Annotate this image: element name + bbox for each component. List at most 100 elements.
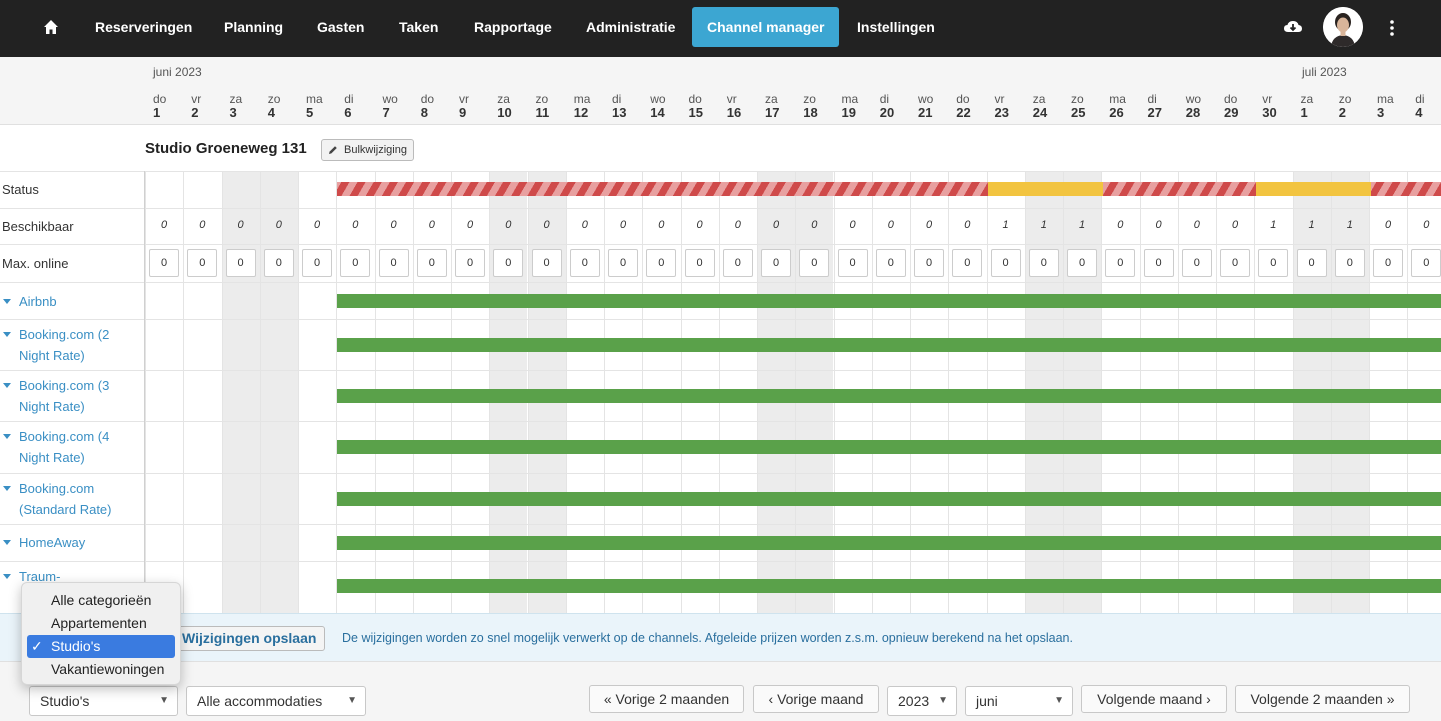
day-weekday: zo [1071, 92, 1084, 106]
day-weekday: wo [382, 92, 398, 106]
category-select-value: Studio's [40, 693, 90, 709]
day-weekday: di [1415, 92, 1425, 106]
accommodation-select[interactable]: Alle accommodaties ▼ [186, 686, 366, 716]
nav-administratie[interactable]: Administratie [586, 19, 676, 35]
nav-reserveringen[interactable]: Reserveringen [95, 19, 193, 35]
max-online-input[interactable]: 0 [1373, 249, 1403, 277]
bulk-edit-button[interactable]: Bulkwijziging [321, 139, 414, 161]
month-label-july: juli 2023 [1302, 65, 1347, 79]
availability-grid: Studio Groeneweg 131 Bulkwijziging Statu… [0, 126, 1441, 613]
day-weekday: ma [573, 92, 591, 106]
max-online-input[interactable]: 0 [149, 249, 179, 277]
max-online-input[interactable]: 0 [531, 249, 562, 277]
max-online-input[interactable]: 0 [340, 249, 371, 277]
home-icon[interactable] [43, 7, 59, 47]
dropdown-option-holiday-homes[interactable]: Vakantiewoningen [27, 658, 175, 681]
year-select[interactable]: 2023 ▼ [887, 686, 957, 716]
avatar[interactable] [1323, 7, 1363, 47]
day-weekday: do [688, 92, 702, 106]
save-changes-button[interactable]: Wijzigingen opslaan [173, 626, 326, 651]
max-online-input[interactable]: 0 [225, 249, 256, 277]
max-online-input[interactable]: 0 [608, 249, 638, 277]
channel-toggle[interactable]: HomeAway [2, 532, 85, 553]
next-2-months-button[interactable]: Volgende 2 maanden » [1235, 685, 1410, 713]
dropdown-option-apartments[interactable]: Appartementen [27, 612, 175, 635]
day-header: do 29 [1224, 92, 1262, 120]
availability-value: 0 [1117, 219, 1124, 231]
max-online-input[interactable]: 0 [569, 249, 600, 277]
max-online-input[interactable]: 0 [1028, 249, 1059, 277]
max-online-input[interactable]: 0 [1105, 249, 1136, 277]
cloud-download-icon[interactable] [1283, 17, 1305, 39]
max-online-input[interactable]: 0 [1258, 249, 1289, 277]
max-online-input[interactable]: 0 [416, 249, 447, 277]
max-online-input[interactable]: 0 [990, 249, 1021, 277]
weekend-column [221, 171, 260, 613]
nav-rapportage[interactable]: Rapportage [474, 19, 552, 35]
day-header: ma 19 [842, 92, 880, 120]
max-online-input[interactable]: 0 [263, 249, 294, 277]
channel-toggle[interactable]: Airbnb [2, 291, 57, 312]
day-header: zo 11 [536, 92, 574, 120]
grid-row-line [0, 208, 1441, 209]
accommodation-select-value: Alle accommodaties [197, 693, 323, 709]
channel-toggle[interactable]: Booking.com (4 Night Rate) [2, 426, 109, 468]
day-header: zo 18 [803, 92, 841, 120]
max-online-input[interactable]: 0 [646, 249, 677, 277]
channel-toggle[interactable]: Traum- [2, 566, 60, 587]
max-online-input[interactable]: 0 [914, 249, 944, 277]
day-header: za 10 [497, 92, 535, 120]
nav-instellingen[interactable]: Instellingen [857, 19, 935, 35]
dropdown-option-all[interactable]: Alle categorieën [27, 589, 175, 612]
day-weekday: zo [803, 92, 816, 106]
channel-toggle[interactable]: Booking.com (2 Night Rate) [2, 324, 109, 366]
prev-month-button[interactable]: ‹ Vorige maand [753, 685, 879, 713]
availability-value: 0 [581, 219, 588, 231]
channel-toggle[interactable]: Booking.com (Standard Rate) [2, 478, 112, 520]
max-online-input[interactable]: 0 [1411, 249, 1441, 277]
grid-row-line [0, 244, 1441, 245]
max-online-input[interactable]: 0 [1296, 249, 1327, 277]
more-menu-icon[interactable] [1384, 17, 1400, 39]
chevron-down-icon: ▼ [1054, 695, 1064, 706]
availability-value: 0 [1193, 219, 1200, 231]
max-online-input[interactable]: 0 [799, 249, 830, 277]
max-online-input[interactable]: 0 [684, 249, 715, 277]
nav-planning[interactable]: Planning [224, 19, 284, 35]
day-number: 4 [267, 105, 275, 120]
status-partial-segment [1256, 182, 1371, 196]
max-online-input[interactable]: 0 [1143, 249, 1174, 277]
dates-header: juni 2023 juli 2023 do 1 vr 2 za 3 zo 4 ma 5 di 6 wo… [0, 57, 1441, 125]
category-select[interactable]: Studio's ▼ [29, 686, 178, 716]
max-online-input[interactable]: 0 [1181, 249, 1212, 277]
max-online-input[interactable]: 0 [1067, 249, 1097, 277]
grid-column-line [259, 171, 261, 613]
nav-channel-manager[interactable]: Channel manager [692, 7, 840, 47]
channel-toggle[interactable]: Booking.com (3 Night Rate) [2, 375, 109, 417]
max-online-input[interactable]: 0 [875, 249, 906, 277]
nav-gasten[interactable]: Gasten [317, 19, 365, 35]
max-online-input[interactable]: 0 [761, 249, 791, 277]
max-online-input[interactable]: 0 [837, 249, 868, 277]
month-select[interactable]: juni ▼ [965, 686, 1073, 716]
max-online-input[interactable]: 0 [952, 249, 983, 277]
max-online-input[interactable]: 0 [1334, 249, 1365, 277]
day-weekday: ma [306, 92, 323, 106]
max-online-input[interactable]: 0 [493, 249, 524, 277]
max-online-input[interactable]: 0 [1220, 249, 1250, 277]
day-weekday: wo [1185, 92, 1202, 106]
prev-2-months-button[interactable]: « Vorige 2 maanden [589, 685, 744, 713]
max-online-input[interactable]: 0 [378, 249, 409, 277]
day-number: 6 [344, 105, 352, 120]
day-weekday: za [1300, 92, 1314, 106]
max-online-input[interactable]: 0 [455, 249, 485, 277]
max-online-input[interactable]: 0 [722, 249, 753, 277]
max-online-input[interactable]: 0 [302, 249, 332, 277]
dropdown-option-studios[interactable]: ✓ Studio's [27, 635, 175, 658]
pencil-icon [329, 146, 337, 154]
nav-taken[interactable]: Taken [399, 19, 439, 35]
max-online-input[interactable]: 0 [187, 249, 218, 277]
grid-row-line [0, 370, 1441, 371]
row-label-status: Status [2, 182, 39, 197]
next-month-button[interactable]: Volgende maand › [1081, 685, 1227, 713]
